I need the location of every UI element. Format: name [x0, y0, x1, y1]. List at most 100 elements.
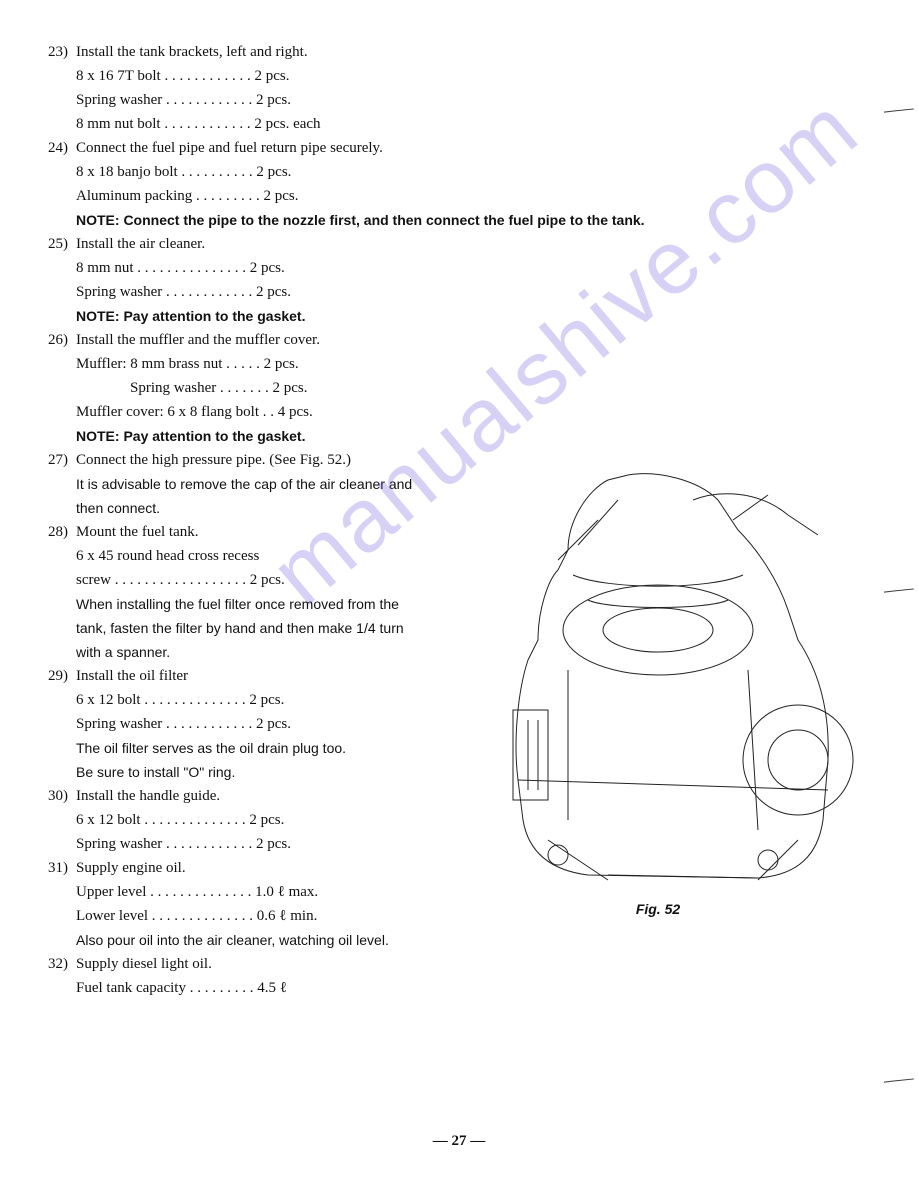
engine-illustration: [458, 460, 858, 890]
step-body: Connect the fuel pipe and fuel return pi…: [76, 136, 894, 160]
step-number: [24, 760, 76, 784]
figure-52: Fig. 52: [458, 460, 858, 917]
step-number: [24, 496, 76, 520]
step-body: 8 x 18 banjo bolt . . . . . . . . . . 2 …: [76, 160, 894, 184]
step-number: [24, 472, 76, 496]
step-text: 8 x 18 banjo bolt . . . . . . . . . . 2 …: [76, 160, 894, 184]
step-number: [24, 736, 76, 760]
step-row: 8 mm nut bolt . . . . . . . . . . . . 2 …: [24, 112, 894, 136]
step-body: Spring washer . . . . . . . . . . . . 2 …: [76, 88, 894, 112]
step-body: Fuel tank capacity . . . . . . . . . 4.5…: [76, 976, 894, 1000]
step-row: NOTE: Connect the pipe to the nozzle fir…: [24, 208, 894, 232]
step-row: 26)Install the muffler and the muffler c…: [24, 328, 894, 352]
step-body: Install the air cleaner.: [76, 232, 894, 256]
step-number: [24, 184, 76, 208]
step-number: [24, 544, 76, 568]
step-number: [24, 112, 76, 136]
step-text: Spring washer . . . . . . . 2 pcs.: [76, 376, 894, 400]
step-text: Muffler: 8 mm brass nut . . . . . 2 pcs.: [76, 352, 894, 376]
step-number: [24, 616, 76, 640]
step-body: Also pour oil into the air cleaner, watc…: [76, 928, 894, 952]
step-row: NOTE: Pay attention to the gasket.: [24, 424, 894, 448]
step-number: [24, 688, 76, 712]
step-row: NOTE: Pay attention to the gasket.: [24, 304, 894, 328]
step-number: [24, 568, 76, 592]
step-text: Muffler cover: 6 x 8 flang bolt . . 4 pc…: [76, 400, 894, 424]
step-row: 32)Supply diesel light oil.: [24, 952, 894, 976]
step-text: Aluminum packing . . . . . . . . . 2 pcs…: [76, 184, 894, 208]
step-text: NOTE: Pay attention to the gasket.: [76, 424, 894, 448]
step-number: 26): [24, 328, 76, 352]
step-text: Supply diesel light oil.: [76, 952, 894, 976]
step-number: [24, 208, 76, 232]
step-text: Spring washer . . . . . . . . . . . . 2 …: [76, 88, 894, 112]
step-text: NOTE: Connect the pipe to the nozzle fir…: [76, 208, 894, 232]
step-number: [24, 64, 76, 88]
step-body: Aluminum packing . . . . . . . . . 2 pcs…: [76, 184, 894, 208]
page-number: — 27 —: [0, 1133, 918, 1150]
step-body: 8 x 16 7T bolt . . . . . . . . . . . . 2…: [76, 64, 894, 88]
step-number: [24, 376, 76, 400]
step-text: Spring washer . . . . . . . . . . . . 2 …: [76, 280, 894, 304]
step-number: 25): [24, 232, 76, 256]
step-row: 25)Install the air cleaner.: [24, 232, 894, 256]
step-row: Spring washer . . . . . . . 2 pcs.: [24, 376, 894, 400]
step-body: Install the tank brackets, left and righ…: [76, 40, 894, 64]
step-row: 24)Connect the fuel pipe and fuel return…: [24, 136, 894, 160]
step-number: [24, 808, 76, 832]
step-row: Muffler cover: 6 x 8 flang bolt . . 4 pc…: [24, 400, 894, 424]
step-number: [24, 256, 76, 280]
step-number: 32): [24, 952, 76, 976]
step-row: 8 x 18 banjo bolt . . . . . . . . . . 2 …: [24, 160, 894, 184]
step-number: 29): [24, 664, 76, 688]
step-body: Muffler cover: 6 x 8 flang bolt . . 4 pc…: [76, 400, 894, 424]
step-number: [24, 976, 76, 1000]
step-text: Fuel tank capacity . . . . . . . . . 4.5…: [76, 976, 894, 1000]
step-number: [24, 160, 76, 184]
edge-mark: [884, 1078, 914, 1084]
step-body: NOTE: Pay attention to the gasket.: [76, 424, 894, 448]
figure-caption: Fig. 52: [458, 901, 858, 917]
step-body: Install the muffler and the muffler cove…: [76, 328, 894, 352]
step-number: [24, 904, 76, 928]
step-number: [24, 400, 76, 424]
step-body: 8 mm nut bolt . . . . . . . . . . . . 2 …: [76, 112, 894, 136]
step-number: [24, 640, 76, 664]
step-text: 8 x 16 7T bolt . . . . . . . . . . . . 2…: [76, 64, 894, 88]
step-number: [24, 424, 76, 448]
step-number: 30): [24, 784, 76, 808]
step-body: NOTE: Pay attention to the gasket.: [76, 304, 894, 328]
step-row: 23)Install the tank brackets, left and r…: [24, 40, 894, 64]
step-number: 28): [24, 520, 76, 544]
step-row: Aluminum packing . . . . . . . . . 2 pcs…: [24, 184, 894, 208]
step-row: Spring washer . . . . . . . . . . . . 2 …: [24, 280, 894, 304]
step-number: 24): [24, 136, 76, 160]
step-number: [24, 592, 76, 616]
step-number: [24, 928, 76, 952]
step-body: Spring washer . . . . . . . 2 pcs.: [76, 376, 894, 400]
step-number: [24, 832, 76, 856]
step-body: Supply diesel light oil.: [76, 952, 894, 976]
step-number: 23): [24, 40, 76, 64]
step-number: [24, 712, 76, 736]
step-number: 31): [24, 856, 76, 880]
step-row: 8 x 16 7T bolt . . . . . . . . . . . . 2…: [24, 64, 894, 88]
step-row: 8 mm nut . . . . . . . . . . . . . . . 2…: [24, 256, 894, 280]
step-body: NOTE: Connect the pipe to the nozzle fir…: [76, 208, 894, 232]
step-text: 8 mm nut . . . . . . . . . . . . . . . 2…: [76, 256, 894, 280]
step-number: [24, 88, 76, 112]
step-text: 8 mm nut bolt . . . . . . . . . . . . 2 …: [76, 112, 894, 136]
step-number: [24, 304, 76, 328]
step-text: Install the muffler and the muffler cove…: [76, 328, 894, 352]
step-text: Install the air cleaner.: [76, 232, 894, 256]
step-body: Muffler: 8 mm brass nut . . . . . 2 pcs.: [76, 352, 894, 376]
step-number: [24, 352, 76, 376]
step-text: Install the tank brackets, left and righ…: [76, 40, 894, 64]
step-row: Spring washer . . . . . . . . . . . . 2 …: [24, 88, 894, 112]
step-row: Also pour oil into the air cleaner, watc…: [24, 928, 894, 952]
step-text: Also pour oil into the air cleaner, watc…: [76, 928, 894, 952]
step-text: NOTE: Pay attention to the gasket.: [76, 304, 894, 328]
page: manualshive.com 23)Install the tank brac…: [0, 0, 918, 1188]
step-text: Connect the fuel pipe and fuel return pi…: [76, 136, 894, 160]
step-row: Fuel tank capacity . . . . . . . . . 4.5…: [24, 976, 894, 1000]
